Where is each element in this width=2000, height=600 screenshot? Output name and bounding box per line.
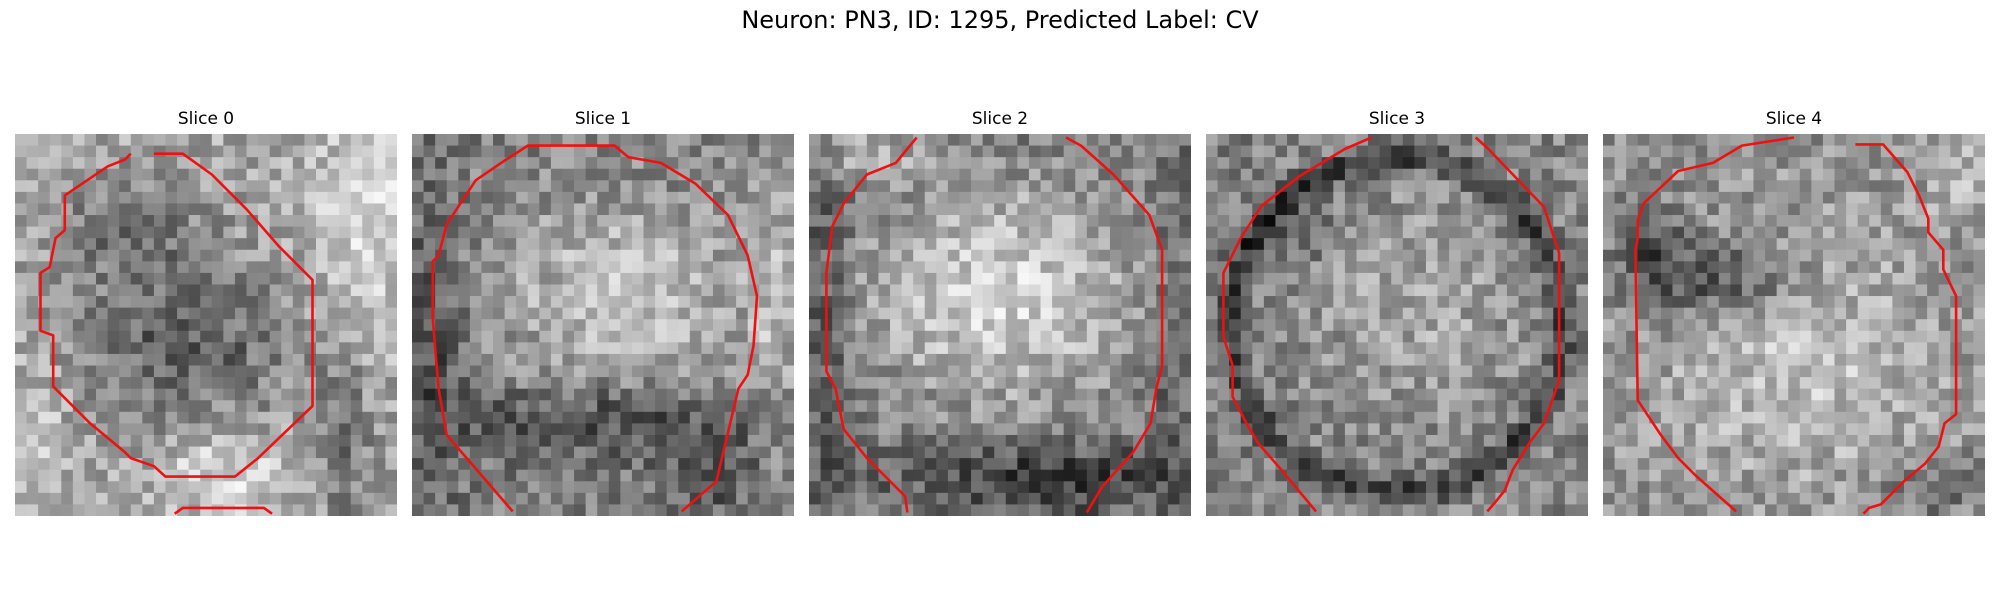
contour-line-0: [1634, 136, 1795, 513]
slice-svg-0: [15, 134, 397, 516]
slice-title-0: Slice 0: [177, 109, 235, 129]
grayscale-pixels: [412, 134, 794, 516]
slice-panel-1: Slice 1: [412, 108, 794, 516]
figure-title: Neuron: PN3, ID: 1295, Predicted Label: …: [741, 6, 1259, 34]
grayscale-pixels: [15, 134, 397, 516]
slice-image-0: [15, 134, 397, 516]
slice-svg-3: [1206, 134, 1588, 516]
slice-image-3: [1206, 134, 1588, 516]
slice-title-3: Slice 3: [1368, 109, 1426, 129]
slice-svg-4: [1603, 134, 1985, 516]
slice-panel-4: Slice 4: [1603, 108, 1985, 516]
contour-line-1: [173, 506, 273, 515]
slice-title-4: Slice 4: [1765, 109, 1823, 129]
contour-line-1: [1855, 143, 1958, 515]
contour-line-0: [39, 152, 314, 478]
slice-svg-1: [412, 134, 794, 516]
slice-title-2: Slice 2: [971, 109, 1029, 129]
contour-line-1: [1065, 136, 1164, 514]
slice-image-2: [809, 134, 1191, 516]
slice-svg-2: [809, 134, 1191, 516]
grayscale-pixels: [809, 134, 1191, 516]
slice-title-1: Slice 1: [574, 109, 632, 129]
contour-line-0: [1222, 136, 1373, 513]
contour-line-1: [1474, 136, 1561, 513]
slice-panel-0: Slice 0: [15, 108, 397, 516]
grayscale-pixels: [1603, 134, 1985, 516]
slice-panel-2: Slice 2: [809, 108, 1191, 516]
contour-line-0: [825, 136, 918, 513]
slice-image-4: [1603, 134, 1985, 516]
slice-panel-3: Slice 3: [1206, 108, 1588, 516]
contour-line-0: [431, 144, 759, 513]
slice-image-1: [412, 134, 794, 516]
